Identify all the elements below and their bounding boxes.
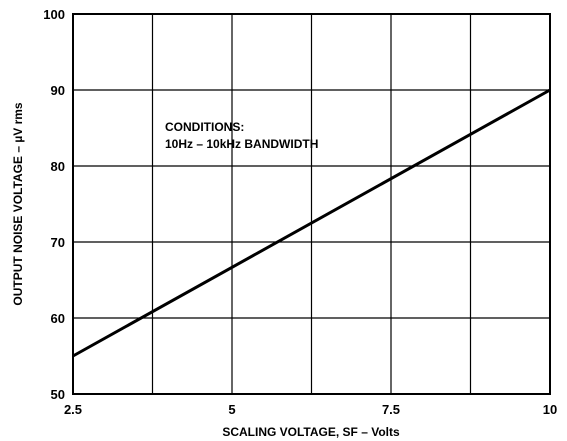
plot-frame bbox=[72, 13, 551, 395]
y-tick-label: 60 bbox=[51, 311, 65, 326]
y-tick-label: 90 bbox=[51, 83, 65, 98]
y-tick-label: 50 bbox=[51, 387, 65, 402]
y-axis-label: OUTPUT NOISE VOLTAGE – µV rms bbox=[11, 102, 25, 305]
x-tick-label: 7.5 bbox=[382, 402, 400, 417]
y-tick-label: 100 bbox=[43, 7, 65, 22]
x-axis-label: SCALING VOLTAGE, SF – Volts bbox=[222, 425, 400, 439]
x-tick-label: 10 bbox=[543, 402, 557, 417]
y-tick-label: 80 bbox=[51, 159, 65, 174]
y-tick-labels: 50 60 70 80 90 100 bbox=[43, 7, 65, 402]
series-line bbox=[72, 88, 551, 358]
grid bbox=[72, 13, 551, 395]
x-tick-label: 5 bbox=[228, 402, 235, 417]
y-tick-label: 70 bbox=[51, 235, 65, 250]
x-tick-labels: 2.5 5 7.5 10 bbox=[64, 402, 557, 417]
annotation-conditions: CONDITIONS: bbox=[165, 120, 244, 134]
series-group bbox=[72, 88, 551, 358]
annotation-bandwidth: 10Hz – 10kHz BANDWIDTH bbox=[165, 137, 318, 151]
x-tick-label: 2.5 bbox=[64, 402, 82, 417]
